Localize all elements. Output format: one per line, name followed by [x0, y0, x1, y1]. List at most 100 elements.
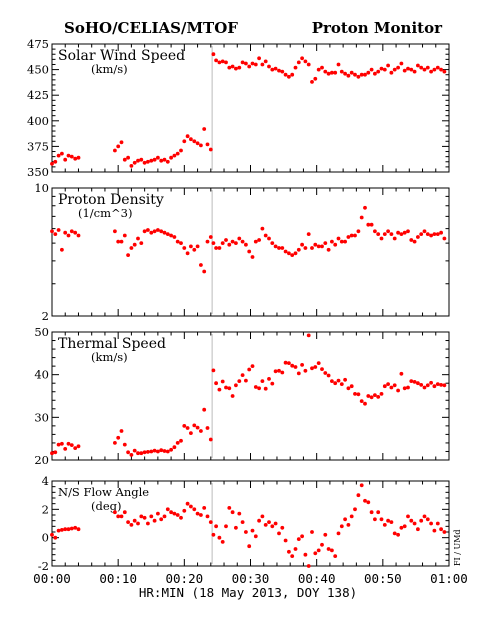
data-point [165, 232, 170, 237]
panel-ns-flow-angle: N/S Flow Angle (deg) -2 0 2 4 [38, 474, 450, 573]
data-point [202, 127, 207, 131]
data-point [185, 251, 190, 256]
data-point [199, 263, 203, 267]
data-point [122, 157, 127, 162]
data-point [280, 69, 285, 74]
data-point [244, 61, 248, 66]
data-point [185, 134, 190, 139]
data-point [323, 241, 328, 246]
data-point [73, 446, 78, 450]
data-point [300, 242, 304, 247]
data-point [220, 379, 225, 384]
data-point [162, 449, 167, 453]
data-point [189, 504, 193, 509]
panel-title: Solar Wind Speed [58, 48, 185, 64]
data-point [310, 80, 314, 84]
data-point [419, 383, 424, 387]
data-point [179, 515, 183, 520]
data-point [425, 517, 430, 522]
data-point [149, 158, 154, 163]
data-point [412, 69, 417, 74]
data-point [402, 524, 407, 529]
data-point [179, 438, 183, 443]
data-point [247, 367, 252, 372]
data-point [303, 552, 308, 557]
data-point [202, 506, 207, 510]
data-point [330, 548, 334, 553]
y-tick-label: 50 [34, 325, 49, 339]
data-point [63, 157, 68, 162]
data-point [50, 451, 54, 456]
data-point [293, 251, 298, 256]
y-tick-label: 2 [42, 309, 49, 323]
data-point [240, 520, 245, 524]
data-point [263, 59, 268, 64]
data-point [66, 527, 71, 532]
data-point [356, 229, 361, 234]
data-point [273, 244, 278, 249]
data-point [280, 246, 285, 250]
data-point [122, 442, 127, 447]
data-point [270, 241, 275, 246]
data-point [217, 60, 222, 65]
data-point [382, 523, 387, 527]
data-point [156, 511, 160, 516]
data-point [116, 239, 121, 244]
data-point [189, 431, 193, 435]
data-point [53, 535, 58, 540]
data-point [435, 382, 440, 386]
data-point [69, 154, 74, 159]
data-point [386, 63, 390, 68]
data-point [346, 386, 351, 391]
data-point [179, 148, 183, 153]
data-point [217, 535, 222, 540]
data-point [330, 239, 334, 244]
data-point [257, 238, 261, 242]
data-point [277, 531, 281, 536]
data-point [230, 394, 235, 398]
data-point [237, 511, 242, 516]
data-point [73, 230, 78, 235]
y-tick-label: 20 [34, 453, 49, 467]
data-point [211, 368, 216, 373]
data-point [220, 59, 225, 64]
data-point [220, 540, 225, 544]
data-point [247, 544, 252, 549]
data-point [442, 530, 447, 534]
data-point [369, 67, 374, 72]
data-point [224, 238, 228, 242]
data-point [237, 379, 242, 383]
data-point [129, 246, 134, 250]
data-point [439, 67, 443, 72]
data-point [409, 67, 414, 72]
data-point [293, 365, 298, 369]
data-point [182, 246, 187, 250]
data-point [237, 236, 242, 241]
data-point [156, 155, 160, 160]
data-point [336, 62, 341, 67]
data-point [126, 155, 130, 160]
data-point [280, 525, 285, 530]
data-point [211, 532, 216, 537]
data-point [336, 531, 341, 536]
data-point [323, 371, 328, 375]
data-point [253, 385, 258, 389]
data-point [244, 242, 248, 247]
data-point [159, 158, 164, 163]
data-point [169, 447, 174, 452]
data-point [296, 247, 301, 252]
data-point [339, 69, 344, 74]
data-point [406, 514, 410, 519]
data-point [136, 451, 140, 456]
data-point [306, 333, 311, 338]
data-point [129, 164, 134, 168]
data-point [416, 527, 420, 532]
data-point [333, 381, 338, 386]
data-point [339, 524, 344, 529]
data-point [267, 64, 271, 69]
data-point [353, 233, 357, 238]
data-point [220, 241, 225, 246]
data-point [129, 523, 134, 527]
data-point [60, 247, 64, 252]
data-point [69, 526, 74, 531]
